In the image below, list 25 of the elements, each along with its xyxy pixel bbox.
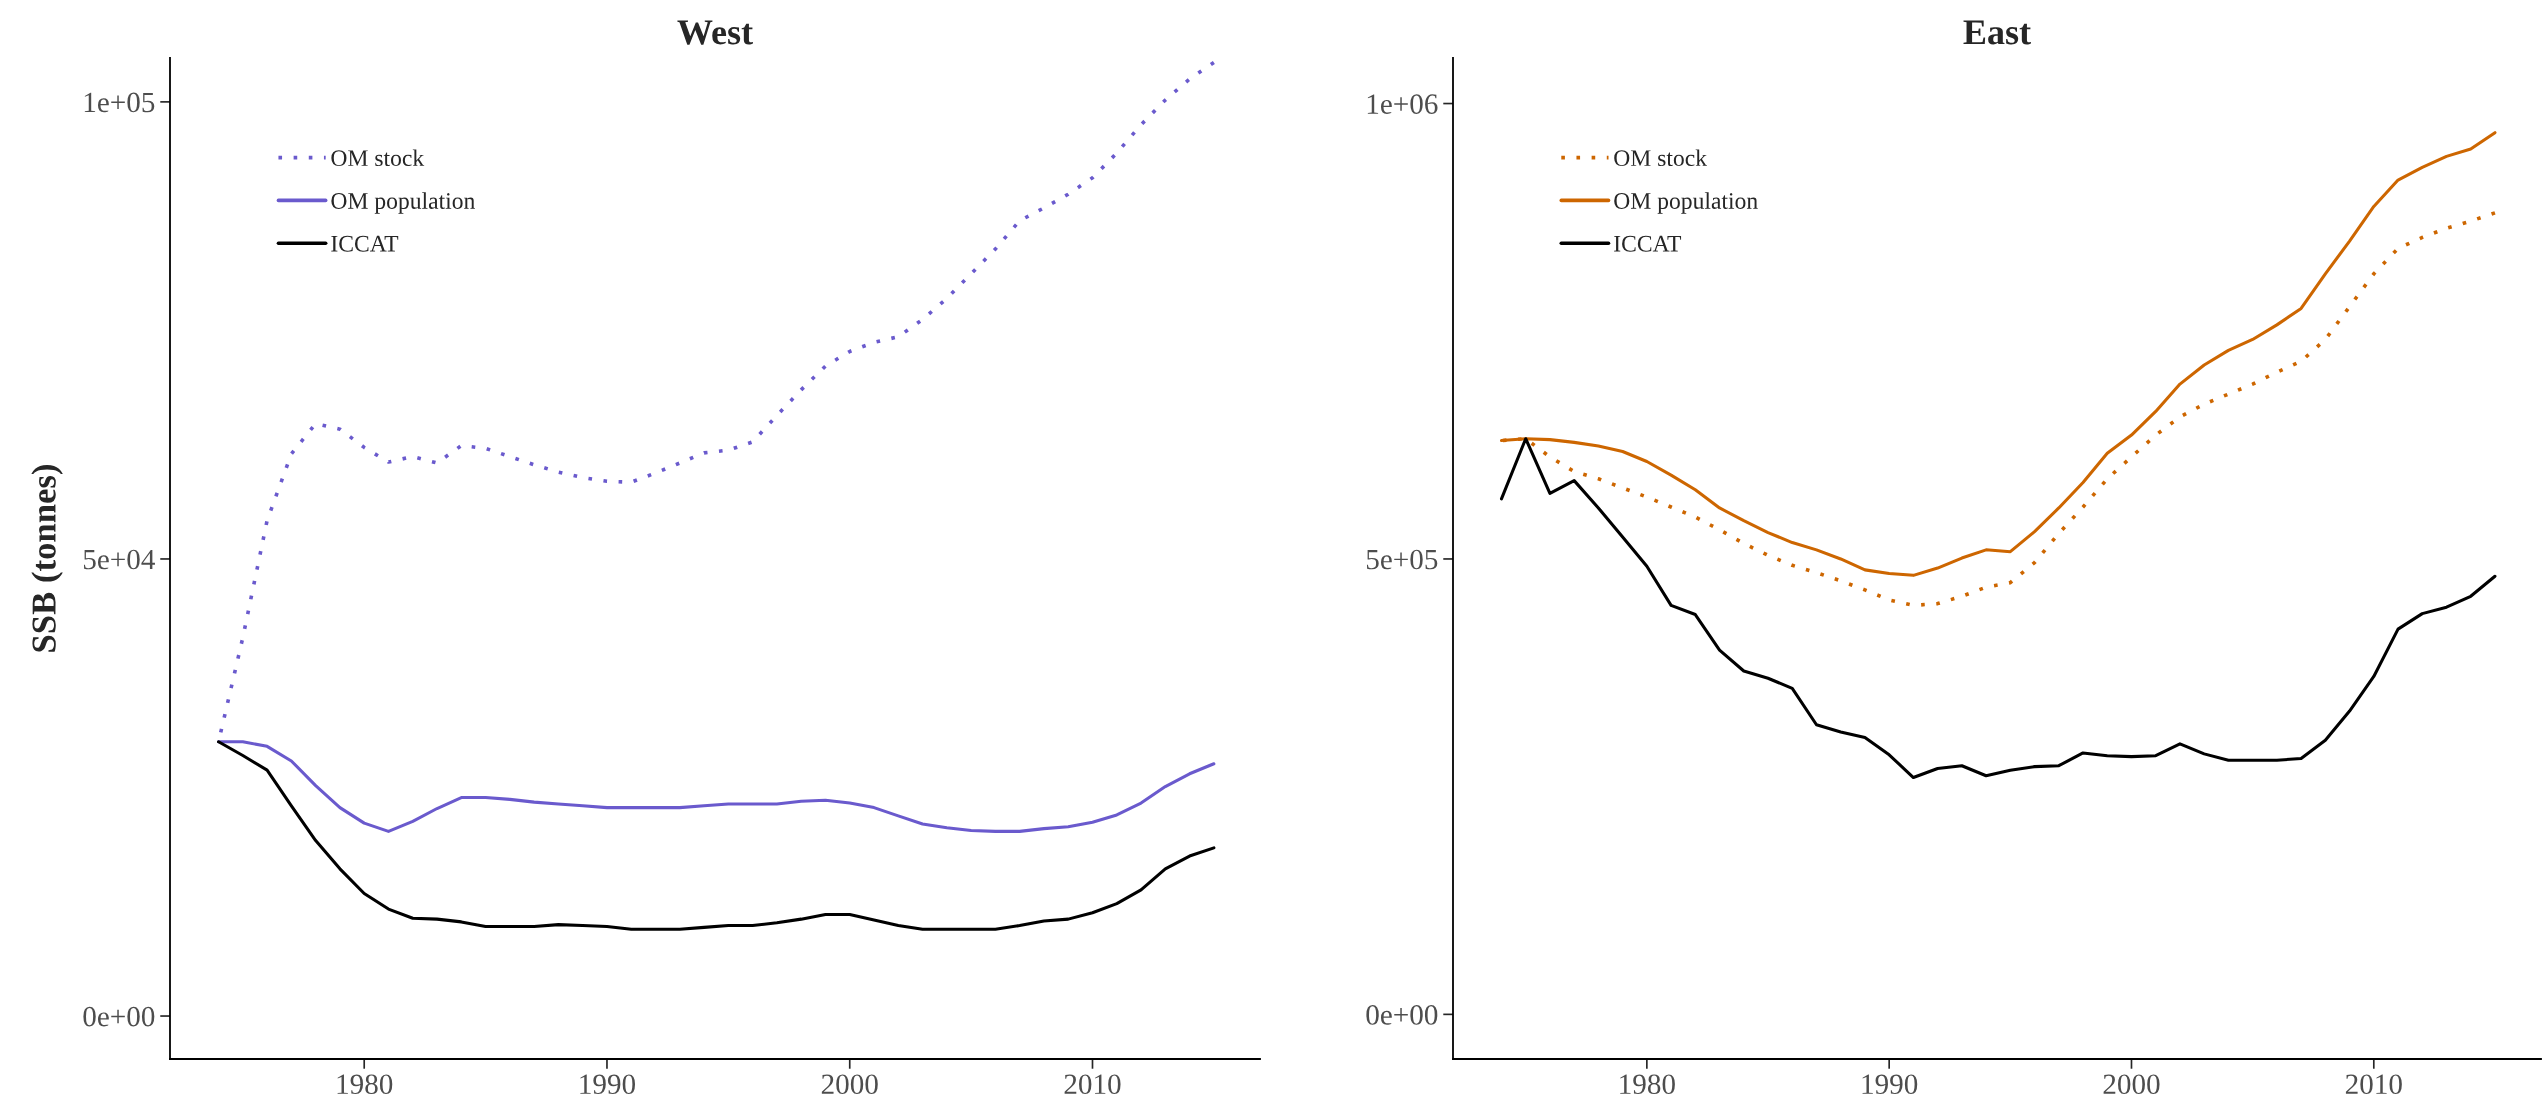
x-tick-label: 2010 [2345, 1074, 2402, 1095]
y-tick-label: 1e+05 [84, 92, 155, 113]
line-series [1499, 437, 2497, 780]
legend-label: ICCAT [331, 235, 399, 252]
legend-label: ICCAT [1614, 235, 1682, 252]
line-series [217, 740, 1216, 931]
y-axis-title: SSB (tonnes) [31, 464, 63, 652]
legend-label: OM stock [331, 149, 425, 167]
x-tick-label: 1980 [337, 1074, 393, 1095]
y-tick-label: 1e+06 [1367, 94, 1438, 114]
y-tick-label: 5e+04 [83, 549, 155, 570]
x-tick-label: 2000 [821, 1074, 878, 1095]
x-tick-label: 1990 [580, 1074, 636, 1095]
y-tick-label: 5e+05 [1366, 549, 1438, 570]
x-tick-label: 2010 [1064, 1074, 1121, 1095]
chart-title: East [1963, 20, 2031, 45]
y-tick-label: 0e+00 [1366, 1005, 1438, 1025]
x-tick-label: 2000 [2103, 1074, 2160, 1095]
x-tick-label: 1990 [1862, 1074, 1918, 1095]
x-tick-label: 1980 [1620, 1074, 1675, 1095]
legend-label: OM stock [1614, 149, 1708, 167]
y-tick-label: 0e+00 [83, 1006, 155, 1027]
legend-label: OM population [331, 192, 475, 214]
legend-label: OM population [1614, 192, 1758, 214]
chart-title: West [677, 20, 753, 45]
